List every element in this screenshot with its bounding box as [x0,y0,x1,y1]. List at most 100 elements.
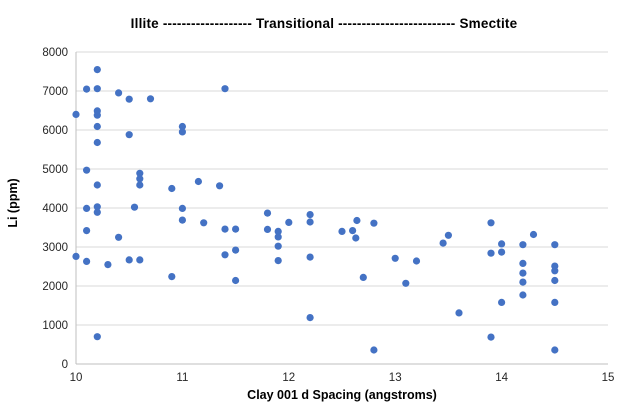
data-point [194,177,202,186]
chart-annotation-title: Illite ------------------- Transitional … [130,16,518,31]
data-point [178,216,186,224]
data-point [232,225,240,233]
data-point [83,166,91,174]
data-point [221,251,229,259]
data-point [353,216,361,225]
data-point [125,256,133,264]
data-point [146,95,155,103]
data-point [83,227,91,235]
data-point [349,227,357,235]
y-tick-label: 8000 [42,47,68,59]
data-point [136,181,144,189]
data-point [551,298,559,306]
x-tick-label: 13 [389,372,402,384]
data-point [551,267,559,275]
data-point [519,241,527,249]
data-point [519,269,527,277]
data-point [274,233,282,241]
data-point [263,225,272,233]
data-point [136,256,144,264]
data-point [72,110,80,118]
x-tick-label: 15 [602,372,615,384]
x-tick-label: 10 [70,372,83,384]
data-point [498,240,506,248]
data-point [359,273,367,281]
data-point [498,248,506,256]
data-point [178,204,186,212]
data-point [130,203,139,211]
data-point [232,276,240,285]
data-point [93,66,101,74]
data-point [551,241,559,249]
data-point [115,233,123,241]
data-point [83,257,91,265]
data-point [136,175,144,183]
data-point [519,259,527,267]
y-tick-label: 4000 [42,203,68,215]
data-point [551,276,559,285]
data-point [125,131,133,139]
data-point [221,225,229,233]
data-point [93,122,101,131]
y-tick-label: 1000 [42,320,68,332]
data-point [83,204,91,212]
data-point [168,184,176,193]
data-point [306,211,314,219]
data-point [93,203,101,211]
data-point [285,218,293,226]
data-point [487,249,495,257]
data-point [72,252,80,260]
x-axis-title: Clay 001 d Spacing (angstroms) [247,388,437,402]
data-point [83,85,91,93]
data-point [93,333,101,341]
y-tick-label: 2000 [42,281,68,293]
data-point [274,257,282,265]
x-tick-label: 11 [176,372,188,384]
data-point [338,227,346,235]
y-tick-label: 0 [62,359,68,371]
data-point [178,128,186,136]
data-point [391,254,399,262]
data-point [439,239,447,247]
data-point [93,208,101,216]
data-point [125,95,133,103]
y-tick-label: 5000 [42,164,68,176]
data-point [93,181,101,189]
x-tick-label: 14 [495,372,508,384]
data-point [200,219,208,227]
data-point [487,219,495,227]
data-point [115,89,123,97]
data-point [221,85,229,93]
data-point [274,242,282,250]
data-point [402,279,410,287]
data-point [370,219,378,227]
data-point [352,234,360,242]
data-point [519,291,527,299]
data-point [306,314,314,322]
data-point [455,309,463,317]
y-tick-label: 7000 [42,86,68,98]
data-point [519,278,527,286]
data-point [93,138,101,147]
data-point [136,169,144,177]
data-point [306,253,314,261]
data-point [487,333,495,341]
data-point [306,218,314,226]
data-point [412,257,421,265]
y-tick-label: 6000 [42,125,68,137]
data-point [93,111,101,119]
data-point [444,231,452,239]
data-point [529,230,538,239]
data-point [168,273,176,281]
data-point [178,122,186,131]
data-point [93,85,101,93]
data-point [274,227,282,235]
y-tick-label: 3000 [42,242,68,254]
data-point [104,261,112,269]
data-point [498,298,506,306]
data-point [232,246,240,254]
y-axis-title: Li (ppm) [6,178,20,228]
data-point [216,182,224,190]
